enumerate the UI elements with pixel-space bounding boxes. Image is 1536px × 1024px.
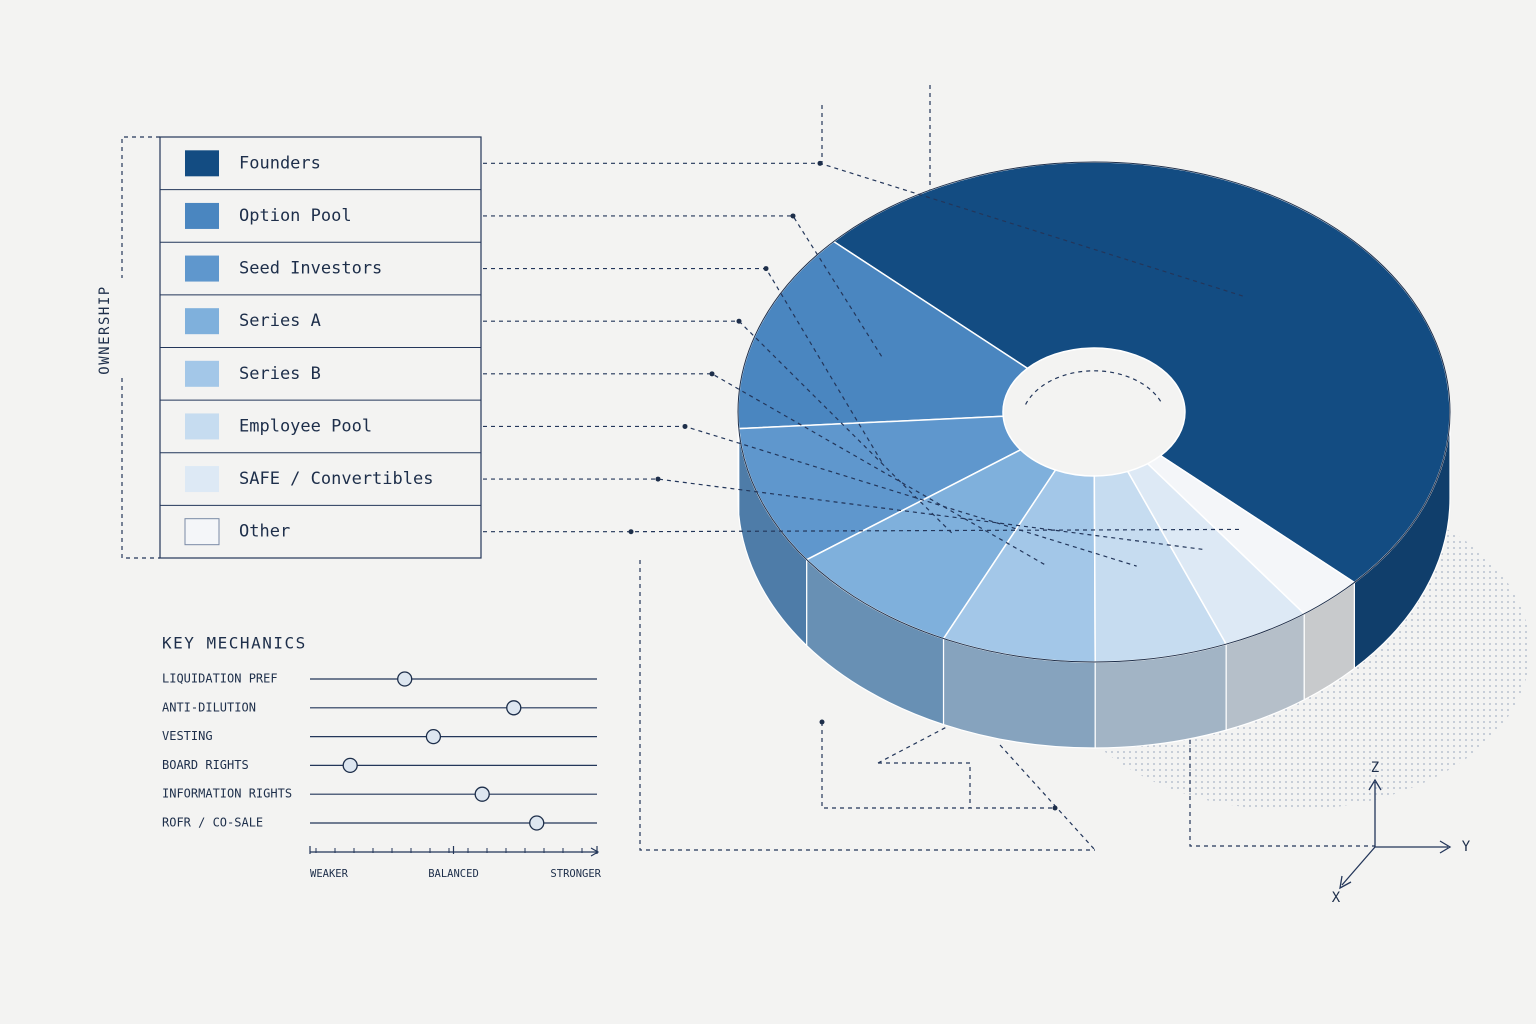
scale-label: WEAKER <box>310 868 349 880</box>
legend-label: Founders <box>239 153 321 173</box>
sliders: LIQUIDATION PREF ANTI-DILUTION VESTING BOAR… <box>162 671 602 880</box>
scale-label: BALANCED <box>428 868 479 880</box>
slider-knob <box>474 786 490 802</box>
legend-swatch <box>185 255 219 282</box>
slider-label: BOARD RIGHTS <box>162 758 249 772</box>
legend-swatch <box>185 413 219 440</box>
gizmo-z: Z <box>1371 760 1379 776</box>
scale-label: STRONGER <box>550 868 601 880</box>
slider-knob <box>425 728 442 745</box>
anchor-dot <box>819 719 825 725</box>
construction-lines <box>121 85 1375 851</box>
legend-swatch <box>185 202 219 229</box>
donut-chart <box>737 161 1451 749</box>
leader-dot <box>817 160 823 166</box>
legend-label: Employee Pool <box>239 416 372 436</box>
legend-swatch <box>184 518 220 546</box>
leader-dot <box>709 371 715 377</box>
slider-knob <box>529 815 545 831</box>
legend-label: Series A <box>239 311 321 331</box>
leader-dot <box>763 266 769 272</box>
legend: Founders Option Pool Seed Investors Series … <box>159 136 1247 567</box>
outline <box>737 161 1451 663</box>
slider-label: ANTI-DILUTION <box>162 700 256 714</box>
leader-dot <box>736 318 742 324</box>
hole-inner <box>1025 370 1163 405</box>
legend-label: Other <box>239 522 290 542</box>
leader-dot <box>790 213 796 219</box>
leader-line <box>483 478 1203 550</box>
slider-knob <box>506 700 522 716</box>
slider-label: LIQUIDATION PREF <box>162 672 278 686</box>
legend-swatch <box>185 466 219 493</box>
slider-knob <box>342 757 358 774</box>
gizmo-x: X <box>1332 890 1341 906</box>
ownership-label: OWNERSHIP <box>97 285 113 374</box>
legend-label: Seed Investors <box>239 259 382 279</box>
leader-dot <box>655 476 661 482</box>
gizmo-y: Y <box>1462 839 1471 855</box>
slider-label: INFORMATION RIGHTS <box>162 787 292 801</box>
legend-swatch <box>185 308 219 335</box>
mechanics-title: KEY MECHANICS <box>162 634 307 653</box>
legend-label: SAFE / Convertibles <box>239 469 433 489</box>
legend-label: Option Pool <box>239 206 352 226</box>
legend-swatch <box>185 360 219 387</box>
legend-label: Series B <box>239 364 321 384</box>
axis-gizmo <box>1339 778 1452 890</box>
slider-label: ROFR / CO-SALE <box>162 816 263 830</box>
scale-arrow <box>590 847 600 857</box>
anchor-dot <box>1052 805 1058 811</box>
legend-swatch <box>185 150 219 177</box>
slider-knob <box>397 671 413 687</box>
leader-dot <box>682 423 688 429</box>
slider-label: VESTING <box>162 729 213 743</box>
leader-dot <box>628 529 634 535</box>
